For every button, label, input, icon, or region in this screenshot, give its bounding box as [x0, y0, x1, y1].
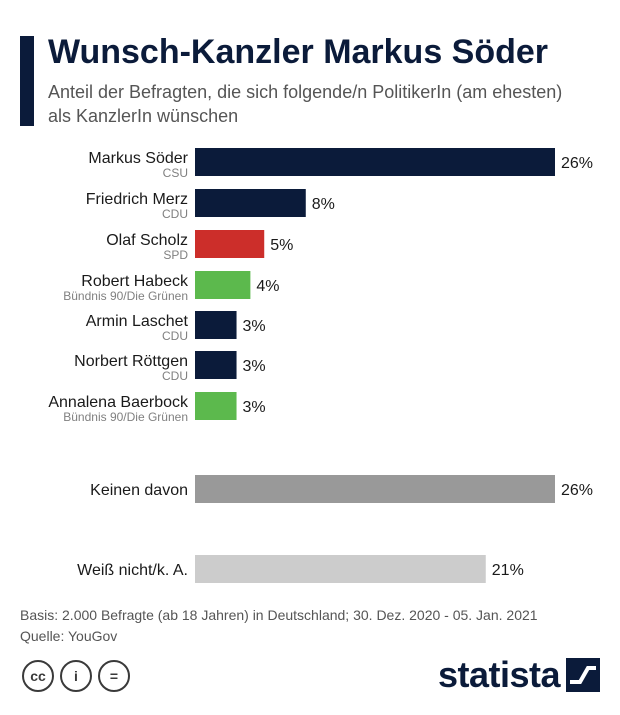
party-label: Bündnis 90/Die Grünen: [63, 289, 188, 303]
value-label: 8%: [312, 196, 335, 213]
party-label: CDU: [162, 329, 188, 343]
value-label: 3%: [243, 399, 266, 416]
value-label: 26%: [561, 155, 593, 172]
party-label: Bündnis 90/Die Grünen: [63, 410, 188, 424]
bar: [195, 351, 237, 379]
cc-icon[interactable]: cc: [22, 660, 54, 692]
logo-text: statista: [437, 654, 561, 695]
bar: [195, 392, 237, 420]
bar: [195, 189, 306, 217]
category-label: Keinen davon: [90, 482, 188, 499]
bar: [195, 230, 265, 258]
category-label: Markus Söder: [88, 150, 188, 167]
statista-logo[interactable]: statista: [438, 655, 600, 695]
no-derivatives-icon[interactable]: =: [98, 660, 130, 692]
category-label: Friedrich Merz: [86, 191, 188, 208]
category-label: Weiß nicht/k. A.: [77, 562, 188, 579]
source-note: Quelle: YouGov: [20, 628, 118, 644]
chart-subtitle: Anteil der Befragten, die sich folgende/…: [48, 82, 563, 126]
category-label: Armin Laschet: [86, 313, 189, 330]
bar: [195, 148, 555, 176]
title-accent-bar: [20, 36, 34, 126]
category-label: Norbert Röttgen: [74, 353, 188, 370]
bar: [195, 555, 486, 583]
bar: [195, 271, 251, 299]
value-label: 26%: [561, 482, 593, 499]
value-label: 5%: [270, 237, 293, 254]
party-label: CSU: [163, 166, 188, 180]
value-label: 3%: [243, 318, 266, 335]
attribution-icon[interactable]: i: [60, 660, 92, 692]
category-label: Robert Habeck: [81, 273, 189, 290]
statista-logo-icon: [566, 658, 600, 692]
value-label: 21%: [492, 562, 524, 579]
chart-title: Wunsch-Kanzler Markus Söder: [48, 33, 549, 71]
category-label: Olaf Scholz: [106, 232, 188, 249]
value-label: 3%: [243, 358, 266, 375]
license-icons: cc i =: [22, 660, 130, 692]
value-label: 4%: [256, 278, 279, 295]
bar: [195, 475, 555, 503]
party-label: CDU: [162, 207, 188, 221]
party-label: CDU: [162, 369, 188, 383]
party-label: SPD: [163, 248, 188, 262]
category-label: Annalena Baerbock: [48, 394, 189, 411]
survey-basis: Basis: 2.000 Befragte (ab 18 Jahren) in …: [20, 607, 538, 623]
bar: [195, 311, 237, 339]
chart-footnote: Basis: 2.000 Befragte (ab 18 Jahren) in …: [20, 605, 538, 647]
